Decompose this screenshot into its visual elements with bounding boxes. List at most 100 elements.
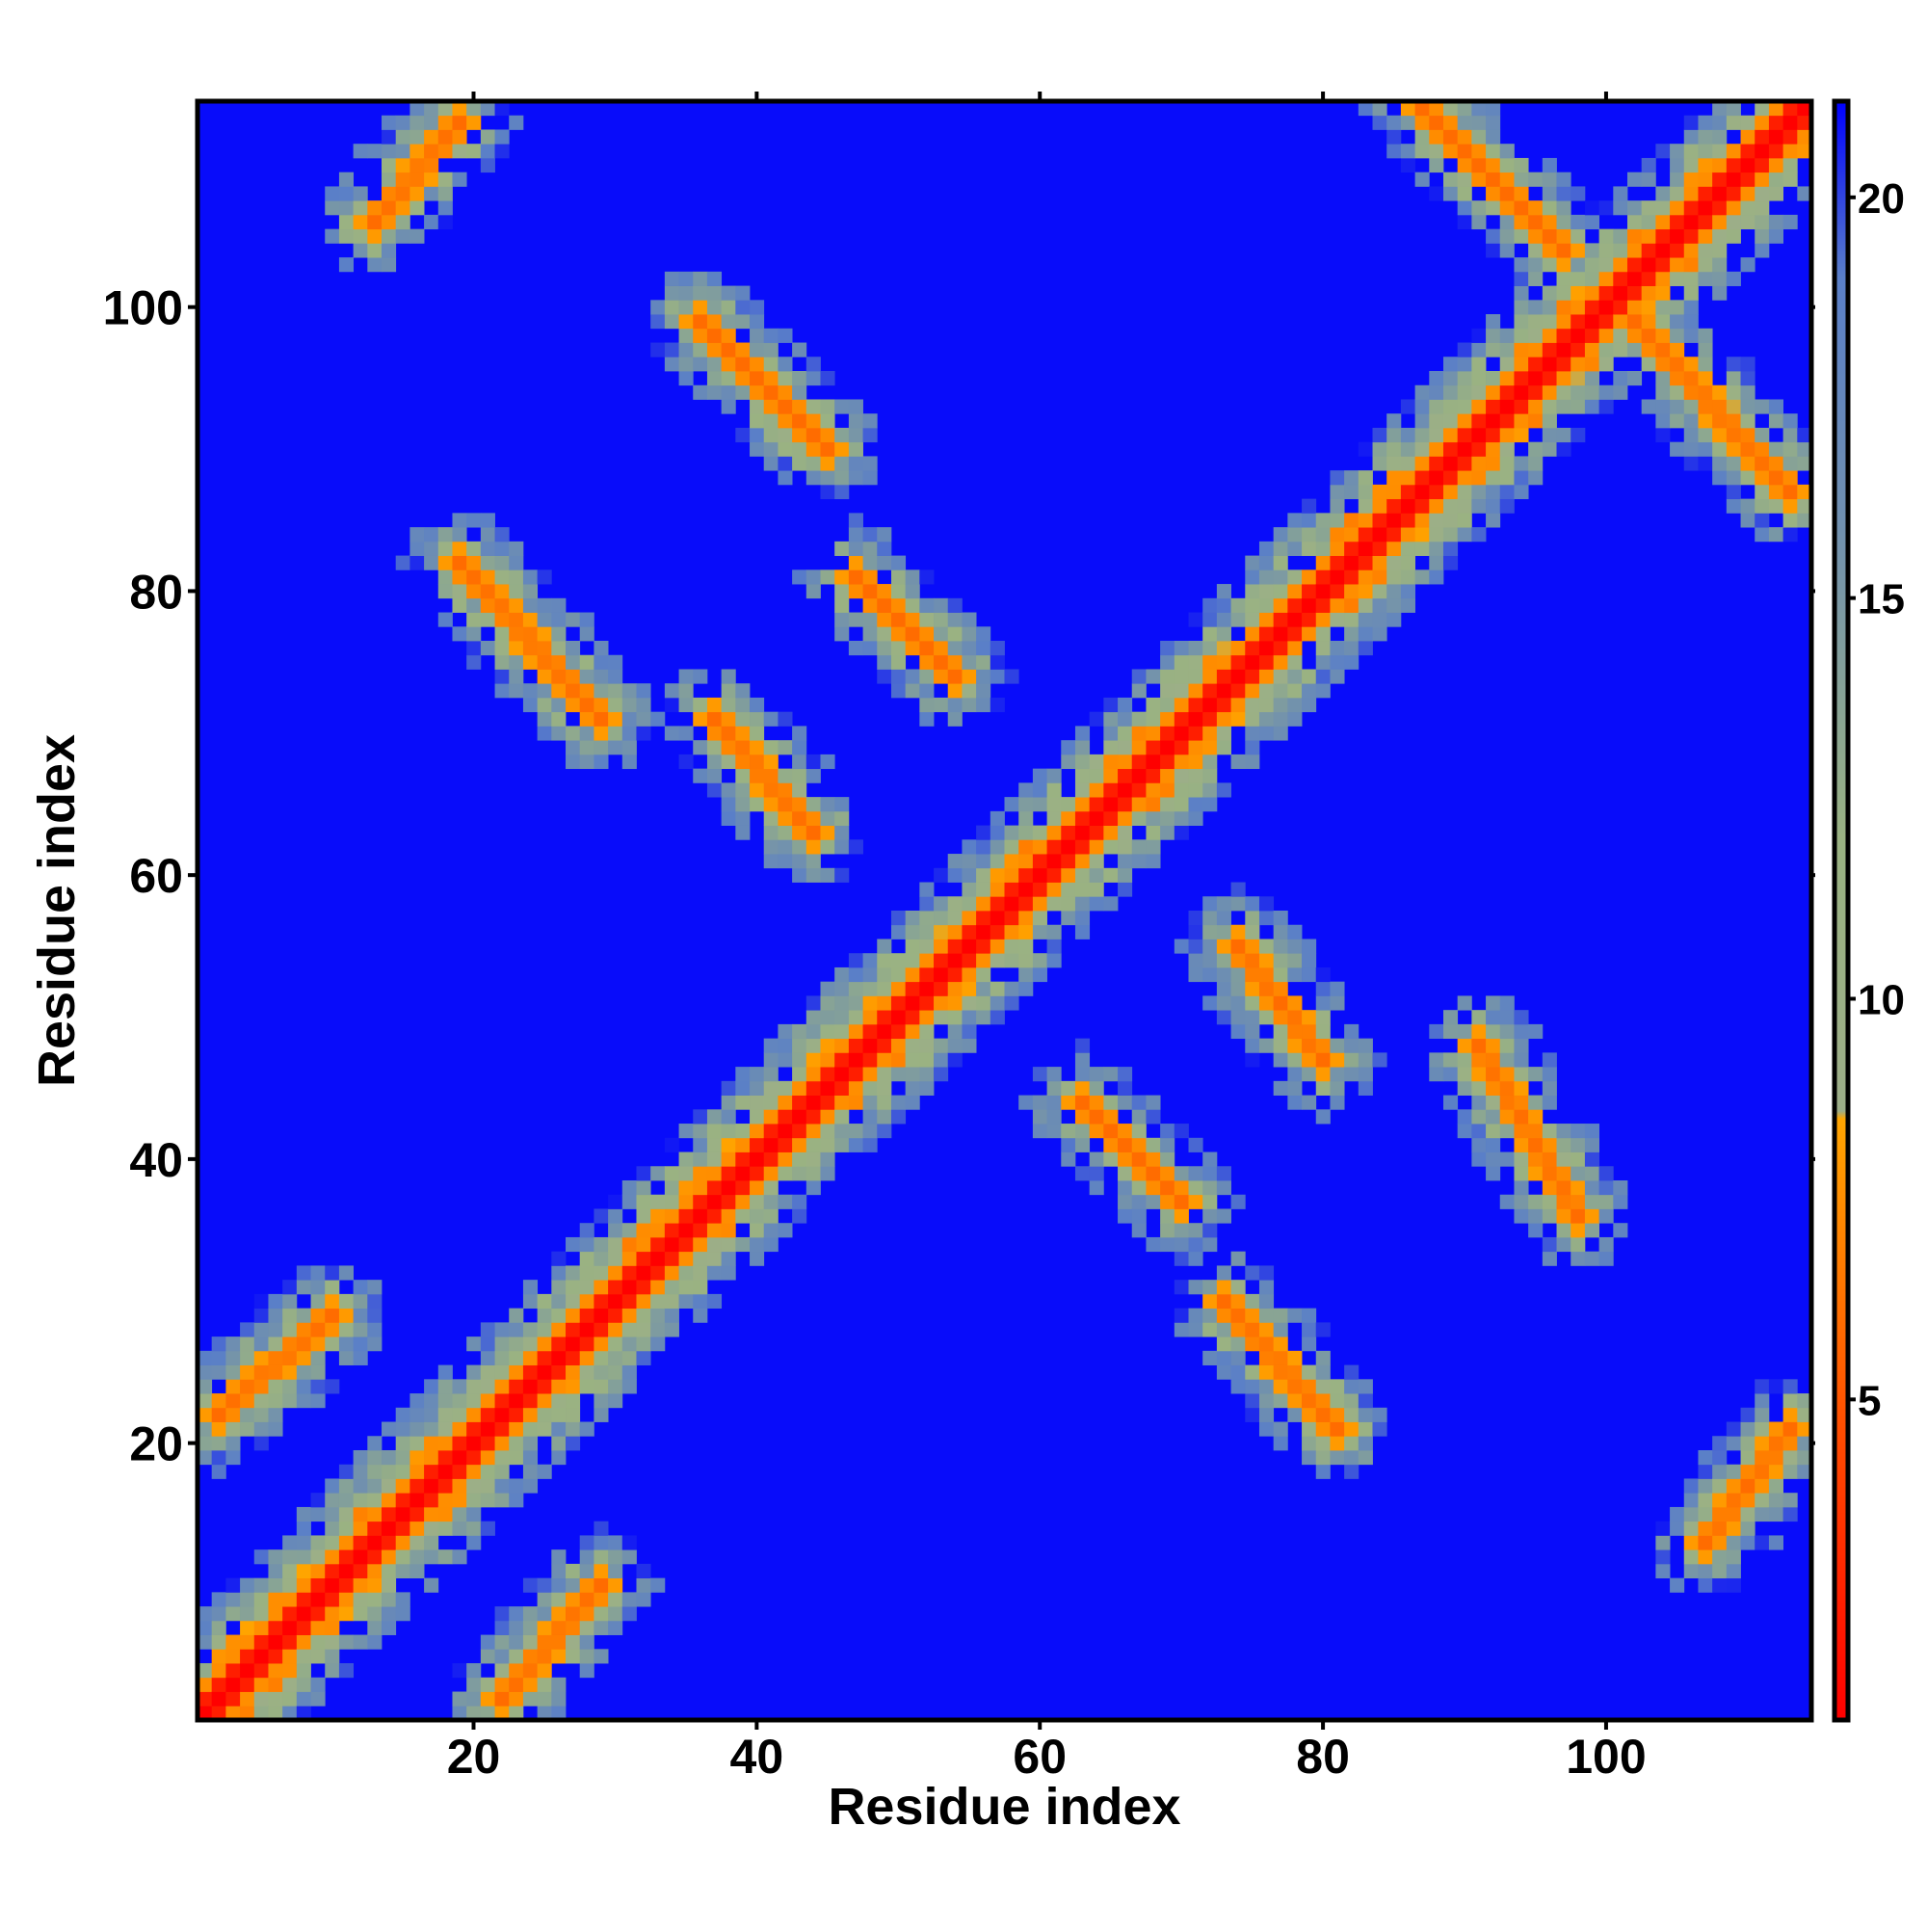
heatmap-cell	[1670, 186, 1685, 201]
heatmap-cell	[792, 839, 807, 855]
heatmap-cell	[763, 740, 779, 755]
heatmap-cell	[1216, 939, 1231, 954]
heatmap-cell	[382, 1592, 397, 1607]
heatmap-cell	[1160, 697, 1175, 713]
heatmap-cell	[834, 399, 850, 414]
heatmap-cell	[721, 1236, 736, 1253]
heatmap-cell	[509, 1493, 524, 1508]
heatmap-cell	[763, 1223, 779, 1238]
heatmap-cell	[664, 1280, 679, 1295]
heatmap-cell	[579, 1577, 594, 1593]
heatmap-cell	[1089, 711, 1104, 727]
heatmap-cell	[678, 1251, 694, 1266]
heatmap-cell	[1429, 470, 1444, 486]
heatmap-cell	[1528, 1208, 1544, 1224]
heatmap-cell	[1542, 285, 1557, 301]
heatmap-cell	[1584, 357, 1599, 372]
heatmap-cell	[1302, 1364, 1317, 1380]
heatmap-cell	[621, 1180, 637, 1196]
heatmap-cell	[750, 754, 765, 770]
heatmap-cell	[919, 569, 935, 585]
heatmap-cell	[296, 1322, 311, 1337]
heatmap-cell	[636, 1563, 651, 1579]
heatmap-cell	[522, 1364, 539, 1380]
heatmap-cell	[678, 726, 694, 741]
heatmap-cell	[792, 399, 807, 414]
heatmap-cell	[296, 1364, 311, 1380]
heatmap-cell	[721, 797, 736, 812]
heatmap-cell	[1216, 966, 1231, 983]
heatmap-cell	[1698, 172, 1713, 187]
heatmap-cell	[452, 527, 467, 543]
heatmap-cell	[1103, 1067, 1119, 1082]
heatmap-cell	[1032, 924, 1047, 940]
heatmap-cell	[934, 654, 949, 670]
heatmap-cell	[382, 144, 397, 159]
heatmap-cell	[1683, 129, 1699, 145]
heatmap-cell	[1486, 328, 1501, 343]
heatmap-cell	[466, 1691, 482, 1707]
heatmap-cell	[253, 1308, 269, 1323]
heatmap-cell	[1457, 1038, 1472, 1053]
heatmap-cell	[1514, 1080, 1529, 1096]
heatmap-cell	[509, 1649, 524, 1664]
heatmap-cell	[225, 1706, 241, 1721]
heatmap-cell	[1442, 1067, 1459, 1082]
heatmap-cell	[1670, 214, 1685, 230]
heatmap-cell	[621, 740, 637, 755]
heatmap-cell	[934, 966, 949, 983]
heatmap-cell	[848, 584, 863, 599]
heatmap-cell	[1457, 995, 1472, 1011]
heatmap-cell	[763, 328, 779, 343]
heatmap-cell	[1782, 172, 1798, 187]
heatmap-cell	[834, 626, 850, 642]
heatmap-cell	[1258, 939, 1275, 954]
heatmap-cell	[566, 1265, 581, 1281]
heatmap-cell	[466, 1493, 482, 1508]
heatmap-cell	[1273, 541, 1288, 556]
heatmap-cell	[934, 597, 949, 613]
heatmap-cell	[395, 1549, 410, 1565]
heatmap-cell	[890, 924, 907, 940]
heatmap-cell	[1174, 1251, 1189, 1266]
heatmap-cell	[1230, 597, 1246, 613]
heatmap-cell	[763, 1208, 779, 1224]
heatmap-cell	[1768, 214, 1784, 230]
heatmap-cell	[1782, 129, 1798, 145]
heatmap-cell	[1330, 484, 1345, 500]
heatmap-cell	[1755, 427, 1770, 443]
heatmap-cell	[509, 612, 524, 627]
heatmap-cell	[494, 1620, 510, 1635]
heatmap-cell	[1457, 357, 1472, 372]
heatmap-cell	[1245, 1322, 1260, 1337]
heatmap-cell	[579, 1265, 594, 1281]
heatmap-cell	[1315, 527, 1331, 543]
heatmap-cell	[1471, 484, 1487, 500]
heatmap-cell	[1245, 966, 1260, 983]
heatmap-cell	[805, 995, 821, 1011]
heatmap-cell	[750, 1080, 765, 1096]
heatmap-cell	[877, 654, 892, 670]
heatmap-cell	[735, 300, 751, 315]
heatmap-cell	[834, 1109, 850, 1125]
heatmap-cell	[919, 654, 935, 670]
heatmap-cell	[1429, 129, 1444, 145]
heatmap-cell	[594, 1549, 609, 1565]
heatmap-cell	[721, 1151, 736, 1167]
heatmap-cell	[735, 726, 751, 741]
heatmap-cell	[1542, 1067, 1557, 1082]
heatmap-cell	[325, 1308, 340, 1323]
heatmap-cell	[1755, 456, 1770, 471]
heatmap-cell	[409, 1563, 425, 1579]
heatmap-cell	[522, 1280, 539, 1295]
heatmap-cell	[594, 726, 609, 741]
heatmap-cell	[1514, 200, 1529, 216]
heatmap-cell	[1641, 399, 1656, 414]
heatmap-cell	[934, 1010, 949, 1025]
heatmap-cell	[636, 1350, 651, 1365]
heatmap-cell	[805, 470, 821, 486]
heatmap-cell	[1258, 953, 1275, 968]
heatmap-cell	[537, 1620, 552, 1635]
heatmap-cell	[1188, 1322, 1203, 1337]
heatmap-cell	[1641, 172, 1656, 187]
